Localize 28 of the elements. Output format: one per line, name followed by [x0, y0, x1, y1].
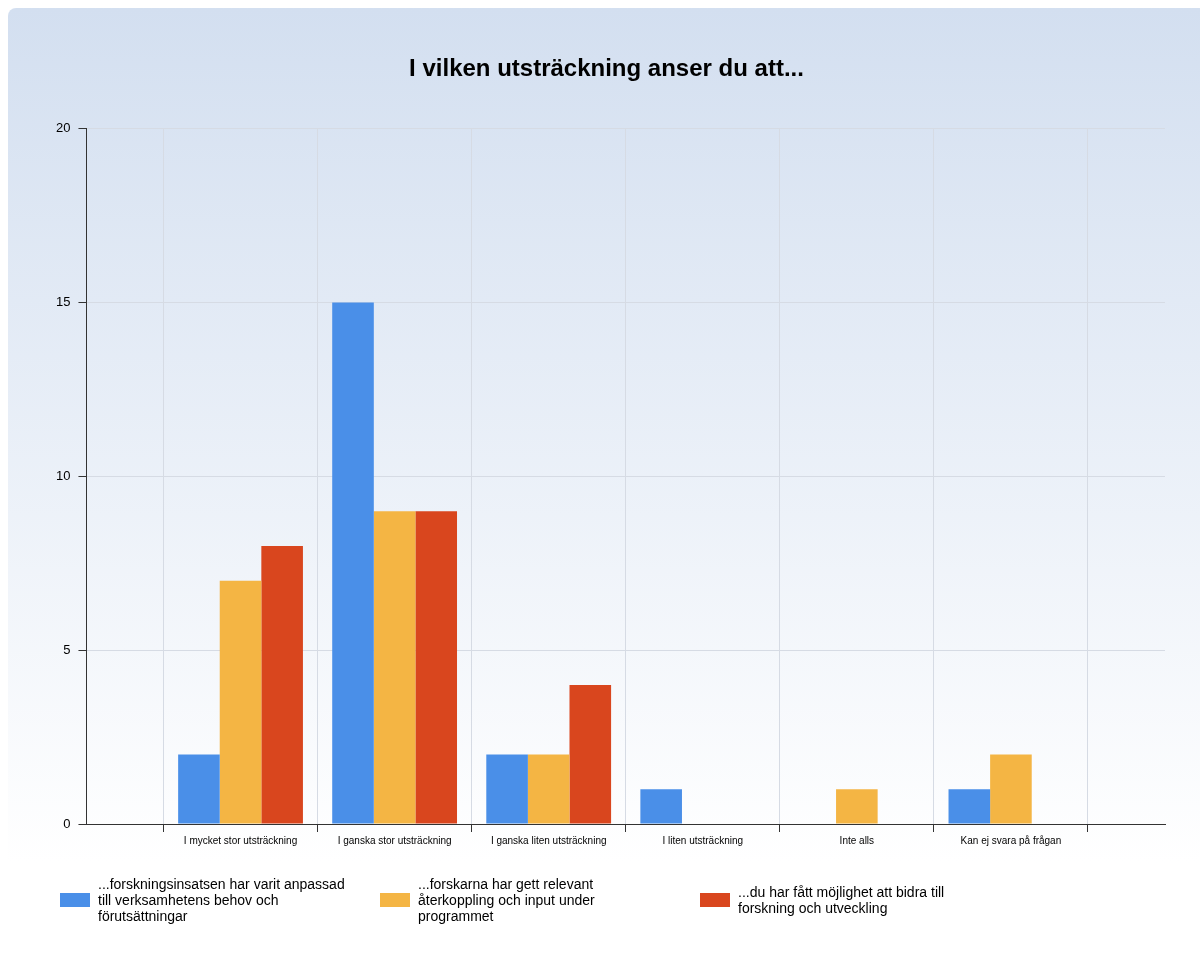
bar	[486, 754, 528, 824]
x-tick-label: Kan ej svara på frågan	[960, 834, 1062, 846]
x-tick-label: I mycket stor utsträckning	[183, 834, 298, 846]
x-tick-label: I ganska liten utsträckning	[490, 834, 607, 846]
bar	[261, 545, 303, 824]
x-tick-label: I ganska stor utsträckning	[337, 834, 452, 846]
legend-label: ...forskningsinsatsen har varit anpassad till verksamhetens behov och förutsättningar	[98, 876, 346, 924]
legend-label: ...du har fått möjlighet att bidra till forskning och utveckling	[738, 884, 946, 916]
bar	[640, 789, 682, 824]
y-tick-label: 5	[63, 641, 71, 657]
y-tick-label: 0	[63, 815, 71, 831]
bar	[373, 511, 416, 824]
y-tick-label: 10	[55, 467, 71, 483]
x-tick-label: I liten utsträckning	[662, 834, 744, 846]
bar	[948, 789, 991, 824]
y-tick-label: 15	[55, 294, 71, 310]
bar	[219, 580, 262, 824]
bar	[569, 684, 612, 824]
y-tick-label: 20	[55, 120, 71, 136]
bar	[415, 511, 458, 824]
bar	[527, 754, 570, 824]
bar	[836, 789, 878, 824]
chart-title: I vilken utsträckning anser du att...	[409, 54, 804, 82]
legend-label: ...forskarna har gett relevant återkoppling och input under programmet	[418, 876, 596, 924]
bar	[332, 302, 374, 824]
bar	[178, 754, 220, 824]
bar	[990, 754, 1032, 824]
x-tick-label: Inte alls	[839, 834, 875, 846]
